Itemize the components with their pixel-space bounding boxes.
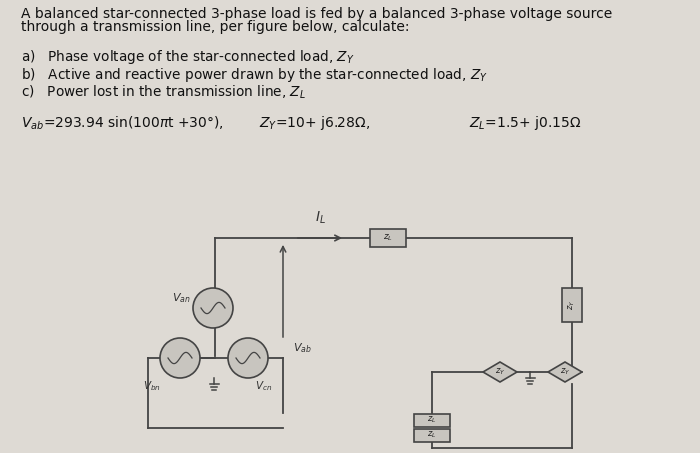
Text: $\it{Z_L}$=1.5+ j0.15Ω: $\it{Z_L}$=1.5+ j0.15Ω: [469, 114, 581, 132]
Circle shape: [228, 338, 268, 378]
Text: $z_L$: $z_L$: [427, 415, 437, 425]
Bar: [414, 429, 450, 442]
Text: $z_Y$: $z_Y$: [560, 367, 570, 377]
Text: $\it{V_{ab}}$=293.94 sin(100$\pi$t +30°),: $\it{V_{ab}}$=293.94 sin(100$\pi$t +30°)…: [21, 114, 224, 131]
Text: $\it{V_{an}}$: $\it{V_{an}}$: [172, 291, 190, 305]
Text: $\it{V_{ab}}$: $\it{V_{ab}}$: [293, 341, 312, 355]
Bar: [370, 229, 406, 247]
Text: $\it{Z_Y}$=10+ j6.28Ω,: $\it{Z_Y}$=10+ j6.28Ω,: [259, 114, 370, 132]
Text: through a transmission line, per figure below, calculate:: through a transmission line, per figure …: [21, 20, 409, 34]
Text: A balanced star-connected 3-phase load is fed by a balanced 3-phase voltage sour: A balanced star-connected 3-phase load i…: [21, 7, 612, 21]
Text: $\it{V_{cn}}$: $\it{V_{cn}}$: [256, 379, 272, 393]
Text: $z_L$: $z_L$: [427, 430, 437, 440]
Circle shape: [193, 288, 233, 328]
Text: a)   Phase voltage of the star-connected load, $Z_Y$: a) Phase voltage of the star-connected l…: [21, 48, 355, 66]
Text: b)   Active and reactive power drawn by the star-connected load, $Z_Y$: b) Active and reactive power drawn by th…: [21, 66, 488, 84]
Bar: [562, 288, 582, 322]
Text: $\it{I_L}$: $\it{I_L}$: [314, 210, 326, 226]
Polygon shape: [483, 362, 517, 382]
Text: $\it{V_{bn}}$: $\it{V_{bn}}$: [143, 379, 161, 393]
Text: $z_Y$: $z_Y$: [567, 300, 577, 310]
Text: c)   Power lost in the transmission line, $Z_L$: c) Power lost in the transmission line, …: [21, 84, 306, 101]
Circle shape: [160, 338, 200, 378]
Polygon shape: [548, 362, 582, 382]
Bar: [414, 414, 450, 427]
Text: $z_Y$: $z_Y$: [495, 367, 505, 377]
Text: $z_L$: $z_L$: [383, 233, 393, 243]
